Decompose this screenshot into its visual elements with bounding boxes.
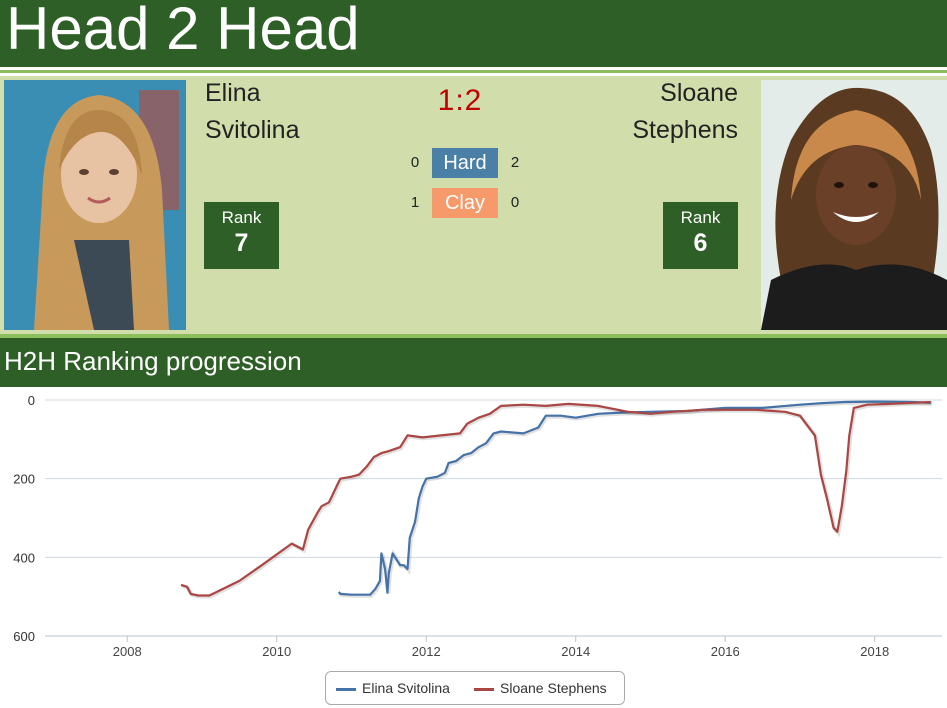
clay-badge: Clay: [432, 188, 498, 218]
y-tick-label-400: 400: [13, 550, 35, 565]
player1-photo: [4, 80, 186, 330]
player2-rank-value: 6: [693, 229, 708, 257]
section-separator: [0, 334, 947, 338]
y-tick-label-200: 200: [13, 472, 35, 487]
x-tick-label-2018: 2018: [860, 644, 889, 659]
hard-p2-wins: 2: [510, 154, 520, 171]
legend-swatch-stephens: [474, 688, 494, 691]
hard-p1-wins: 0: [410, 154, 420, 171]
player1-rank-box: Rank 7: [204, 202, 279, 269]
hard-badge: Hard: [432, 148, 498, 178]
x-tick-label-2016: 2016: [711, 644, 740, 659]
header-separator: [0, 67, 947, 76]
player2-first-name: Sloane: [660, 79, 738, 107]
player2-photo: [761, 80, 947, 330]
player1-rank-label: Rank: [221, 208, 262, 227]
title-bar: Head 2 Head: [0, 0, 947, 67]
series-shadow-sloane-stephens: [181, 401, 932, 599]
player1-first-name: Elina: [205, 79, 261, 107]
h2h-score: 1:2: [437, 84, 483, 117]
player1-last-name: Svitolina: [205, 116, 300, 144]
series-line-sloane-stephens: [180, 400, 931, 597]
player2-rank-box: Rank 6: [663, 202, 738, 269]
chart-legend[interactable]: Elina Svitolina Sloane Stephens: [325, 671, 625, 705]
page-title: Head 2 Head: [6, 0, 360, 62]
surface-row-clay: 1 Clay 0: [390, 188, 540, 218]
ranking-chart: 0 200 400 600 2008 2010 2012 2014 2016 2018 Elina…: [0, 387, 947, 708]
y-tick-label-0: 0: [28, 393, 35, 408]
section-bar: H2H Ranking progression: [0, 338, 947, 387]
clay-p2-wins: 0: [510, 194, 520, 211]
surface-row-hard: 0 Hard 2: [390, 148, 540, 178]
chart-plot: 0 200 400 600 2008 2010 2012 2014 2016 2018: [13, 393, 942, 659]
player2-name: Sloane Stephens: [632, 75, 738, 149]
section-title: H2H Ranking progression: [4, 346, 302, 376]
x-tick-label-2014: 2014: [561, 644, 590, 659]
player2-last-name: Stephens: [632, 116, 738, 144]
matchup-panel: Elina Svitolina 1:2 0 Hard 2 1 Clay 0 Ra…: [0, 76, 947, 334]
legend-label-svitolina: Elina Svitolina: [362, 680, 450, 696]
x-tick-label-2012: 2012: [412, 644, 441, 659]
player2-rank-label: Rank: [680, 208, 721, 227]
legend-label-stephens: Sloane Stephens: [500, 680, 607, 696]
y-tick-label-600: 600: [13, 629, 35, 644]
x-tick-label-2008: 2008: [113, 644, 142, 659]
player1-name: Elina Svitolina: [205, 75, 300, 149]
x-tick-label-2010: 2010: [262, 644, 291, 659]
clay-p1-wins: 1: [410, 194, 420, 211]
legend-swatch-svitolina: [336, 688, 356, 691]
player1-rank-value: 7: [234, 229, 249, 257]
